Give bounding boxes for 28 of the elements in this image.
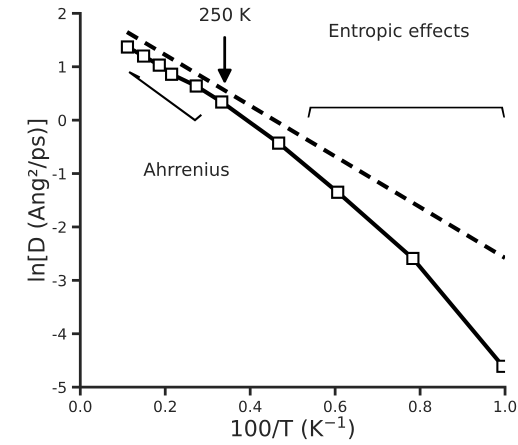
y-tick-label: -3 [52,274,66,286]
y-tick-label: -4 [52,328,66,340]
point [136,49,150,63]
y-tick-label: -1 [52,168,66,180]
y-tick-label: 0 [58,114,66,126]
annotation: Entropic effects [330,23,469,41]
x-tick-label: 0.0 [69,400,92,412]
y-axis-title: ln[D (Ang²/ps)] [28,120,50,280]
y-tick-label: 2 [58,8,66,20]
point [272,136,286,150]
y-tick-label: 1 [59,61,66,73]
point [190,79,203,93]
point [406,252,420,266]
annotation: 250 K [200,8,252,22]
point [120,40,134,54]
x-axis-title: 100/T (K$^{−1}$) [232,416,354,440]
x-tick-label: 0.2 [154,400,176,412]
point [215,95,228,109]
point [165,68,178,81]
y-tick-label: -2 [52,221,66,233]
x-tick-label: 1.0 [494,400,516,412]
annotation: Ahrrenius [143,162,229,176]
x-tick-label: 0.6 [324,400,346,412]
y-tick-label: -5 [52,382,66,394]
point [152,58,166,72]
x-tick-label: 0.8 [408,400,432,412]
x-tick-label: 0.4 [239,400,262,412]
point [331,186,344,199]
